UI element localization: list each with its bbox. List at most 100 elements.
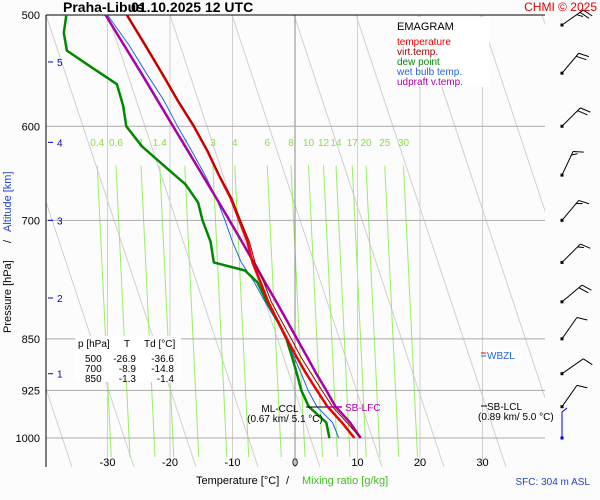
svg-text:/: /: [286, 475, 290, 487]
y-axis-label-group: Pressure [hPa] / Altitude [km]: [2, 171, 14, 333]
mixing-ratio-line: [308, 165, 323, 458]
series-dew-point: [62, 14, 331, 439]
mixing-ratio-line: [365, 165, 381, 458]
wind-barb: [560, 407, 568, 440]
mixing-ratio-label: 12: [318, 138, 330, 149]
dry-adiabat-line: [479, 15, 545, 213]
mixing-ratio-line: [212, 165, 228, 458]
mixing-ratio-label: 1.4: [153, 138, 167, 149]
svg-text:/: /: [2, 239, 14, 243]
dry-adiabat-line: [46, 15, 197, 467]
y-tick-label: 700: [22, 215, 40, 227]
mixing-ratio-line: [159, 165, 175, 458]
svg-text:-8.9: -8.9: [119, 364, 137, 375]
y-tick-label: 850: [22, 334, 40, 346]
table-row: 500 -26.9 -36.6: [85, 354, 174, 365]
dry-adiabat-line: [107, 15, 259, 467]
svg-text:-1.4: -1.4: [157, 374, 175, 385]
altitude-tick-label: 2: [57, 294, 63, 305]
mixing-ratio-line: [96, 165, 112, 458]
mixing-ratio-label: 4: [232, 138, 238, 149]
mixing-ratio-label: 30: [398, 138, 410, 149]
series-temperature: [125, 14, 356, 439]
dry-adiabat-line: [231, 15, 383, 467]
svg-text:-1.3: -1.3: [119, 374, 137, 385]
y-tick-label: 600: [22, 121, 40, 133]
dry-adiabat-line: [541, 15, 545, 26]
mixing-ratio-label: 17: [347, 138, 359, 149]
credit-label: CHMI © 2025: [524, 0, 597, 14]
mixing-ratio-line: [290, 165, 306, 458]
wind-barb: [560, 317, 588, 341]
dry-adiabat-line: [46, 200, 135, 467]
mixing-ratio-line: [351, 165, 367, 458]
series-wet-bulb-temp: [107, 14, 340, 439]
dry-adiabat-line: [169, 15, 321, 467]
y-tick-label: 925: [22, 385, 40, 397]
legend-temperature: temperature: [397, 37, 451, 48]
altitude-tick-label: 3: [57, 216, 63, 227]
mixing-ratio-label: 10: [303, 138, 315, 149]
datetime-title: 01.10.2025 12 UTC: [131, 0, 253, 15]
svg-text:700: 700: [85, 364, 102, 375]
altitude-tick-label: 1: [57, 370, 63, 381]
series-virt-temp: [126, 14, 361, 439]
mixing-ratio-line: [335, 165, 351, 458]
dry-adiabat-line: [355, 15, 507, 467]
x-axis-label-mixing: Mixing ratio [g/kg]: [302, 475, 388, 487]
x-tick-label: -20: [162, 457, 178, 469]
svg-text:850: 850: [85, 374, 102, 385]
table-header-p: p [hPa]: [78, 339, 110, 350]
station-title: Praha-Libus: [63, 0, 144, 15]
sb-lcl-detail: (0.89 km/ 5.0 °C): [478, 412, 554, 423]
x-tick-label: -30: [100, 457, 116, 469]
series-layer: [62, 14, 362, 439]
grid-layer: 0.4 0.6 1 1.4 2 3 4 6 8 10 12 14 17 20 25 30-30 -20 -10 0 1…: [16, 10, 545, 469]
legend-updraft: udpraft v.temp.: [397, 77, 463, 88]
mixing-ratio-line: [323, 165, 338, 458]
table-row: 850 -1.3 -1.4: [85, 374, 174, 385]
sfc-label: SFC: 304 m ASL: [516, 477, 591, 488]
ml-ccl-label: ML-CCL: [261, 404, 299, 415]
wind-barb: [560, 199, 590, 222]
legend-box: [393, 17, 489, 87]
svg-text:-26.9: -26.9: [113, 354, 136, 365]
mixing-ratio-label: 20: [360, 138, 372, 149]
table-header-t: T: [124, 339, 130, 350]
mixing-ratio-label: 2: [182, 138, 188, 149]
wind-barb: [560, 243, 591, 264]
sb-lcl-label: SB-LCL: [487, 402, 522, 413]
table-header-td: Td [°C]: [144, 339, 175, 350]
y-axis-label-altitude: Altitude [km]: [2, 171, 14, 232]
summary-table-bg: [75, 336, 181, 382]
mixing-ratio-line: [115, 165, 131, 458]
ml-ccl-detail: (0.67 km/ 5.1 °C): [247, 414, 323, 425]
y-tick-label: 1000: [16, 433, 40, 445]
dry-adiabat-line: [46, 387, 73, 467]
altitude-tick-label: 5: [57, 58, 63, 69]
mixing-ratio-line: [140, 165, 156, 458]
svg-text:500: 500: [85, 354, 102, 365]
wind-barb: [560, 151, 584, 177]
x-tick-label: -10: [225, 457, 241, 469]
wind-barb: [560, 284, 592, 304]
legend-title: EMAGRAM: [397, 21, 454, 33]
mixing-ratio-label: 6: [264, 138, 270, 149]
wind-barbs: [560, 9, 593, 440]
y-tick-label: 500: [22, 10, 40, 22]
x-tick-label: 10: [351, 457, 363, 469]
mixing-ratio-line: [384, 165, 400, 458]
mixing-ratio-label: 8: [288, 138, 294, 149]
mixing-ratio-label: 3: [210, 138, 216, 149]
wind-barb: [560, 358, 593, 376]
mixing-ratio-label: 25: [379, 138, 391, 149]
wind-barb: [560, 52, 590, 75]
svg-text:-14.8: -14.8: [151, 364, 174, 375]
wind-barb: [560, 9, 593, 27]
wind-barb: [560, 107, 591, 128]
mixing-ratio-line: [403, 165, 418, 458]
y-axis-label: Pressure [hPa]: [2, 260, 14, 333]
mixing-ratio-line: [184, 165, 200, 458]
legend-wet-bulb: wet bulb temp.: [396, 67, 462, 78]
